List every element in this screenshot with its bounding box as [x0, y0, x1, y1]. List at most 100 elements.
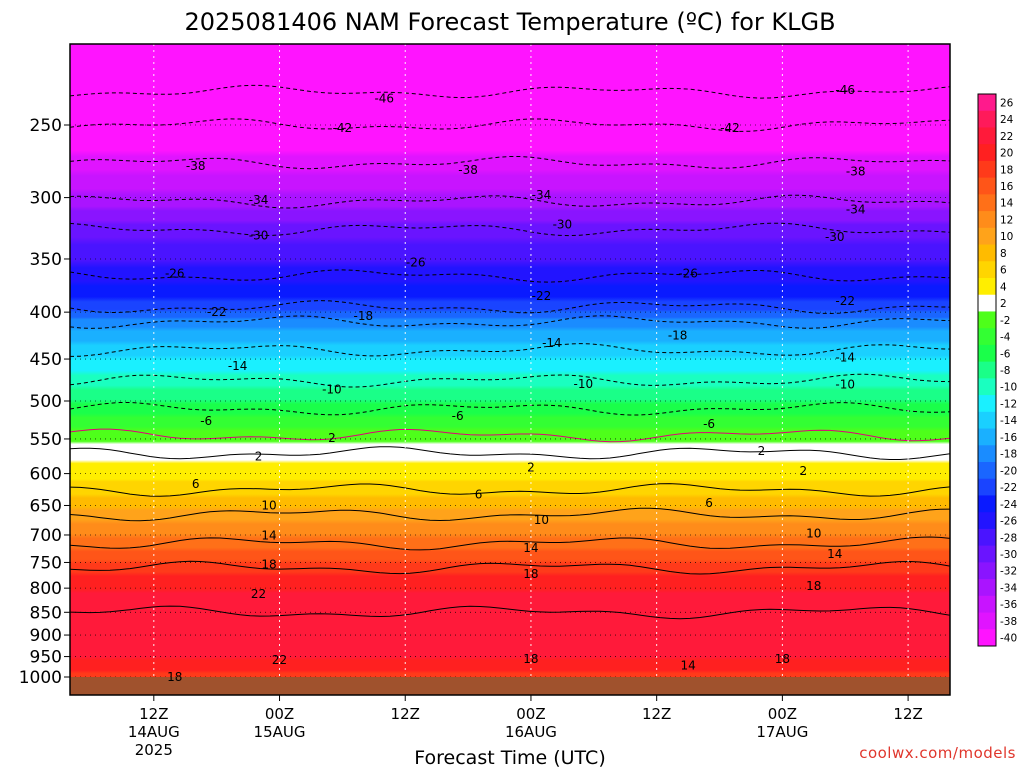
contour-14: [70, 536, 950, 551]
colorbar-label: -26: [1000, 516, 1017, 528]
colorbar-label: -30: [1000, 549, 1017, 561]
contour--38: [70, 156, 950, 170]
contour-label: -6: [200, 414, 212, 428]
colorbar-swatch: [978, 261, 996, 279]
colorbar-swatch: [978, 127, 996, 145]
contour-6: [70, 483, 950, 497]
contour-label: -30: [553, 218, 573, 232]
plot-area: -46-46-42 -42-38 -38 -38-34 -34-34-30-30-30-…: [70, 44, 950, 695]
colorbar-swatch: [978, 629, 996, 647]
colorbar-swatch: [978, 612, 996, 630]
colorbar-swatch: [978, 512, 996, 530]
colorbar-swatch: [978, 211, 996, 229]
colorbar-label: 12: [1000, 214, 1013, 226]
y-axis: 250 300 350 400 450 500 550 600 650 700 750 800 850 9…: [19, 116, 70, 688]
colorbar-swatch: [978, 395, 996, 413]
grid-lines: [70, 44, 950, 695]
contour-label: -26: [678, 266, 698, 280]
colorbar-label: 10: [1000, 231, 1013, 243]
contour-label: 22: [272, 653, 287, 667]
contour-22: [70, 605, 950, 620]
y-tick-label: 250: [30, 116, 62, 136]
colorbar-swatch: [978, 328, 996, 346]
contour-label: -22: [207, 305, 227, 319]
contour-label: 18: [523, 567, 538, 581]
colorbar-swatch: [978, 144, 996, 162]
colorbar-label: 2: [1000, 298, 1007, 310]
colorbar-label: 4: [1000, 281, 1007, 293]
colorbar-label: 20: [1000, 148, 1013, 160]
contour-labels: -46-46-42 -42-38 -38 -38-34 -34-34-30-30-30-…: [165, 83, 866, 684]
colorbar-label: -6: [1000, 348, 1011, 360]
contour-label: -30: [825, 230, 845, 244]
colorbar-swatch: [978, 177, 996, 195]
y-tick-label: 750: [30, 553, 62, 573]
colorbar-swatch: [978, 294, 996, 312]
contour-label: 18: [523, 652, 538, 666]
contour-label: 2: [800, 464, 808, 478]
x-tick-label: 2025: [135, 741, 173, 759]
plot-frame: [69, 43, 951, 696]
colorbar-label: -12: [1000, 398, 1017, 410]
colorbar-label: -16: [1000, 432, 1017, 444]
colorbar-swatch: [978, 344, 996, 363]
colorbar-label: 8: [1000, 248, 1007, 260]
contour-label: -46: [374, 92, 394, 106]
colorbar-label: -32: [1000, 566, 1017, 578]
colorbar-swatch: [978, 94, 996, 112]
colorbar-label: -40: [1000, 633, 1017, 645]
contour-label: -30: [249, 229, 269, 243]
contour-label: -6: [703, 417, 715, 431]
contour-label: -34: [249, 193, 269, 207]
contour-label: 2: [527, 461, 535, 475]
colorbar-label: -18: [1000, 449, 1017, 461]
contour-label: 10: [261, 498, 276, 512]
ground-layer: [70, 677, 950, 695]
contour-label: 18: [167, 670, 182, 684]
credit-text: coolwx.com/models: [859, 744, 1016, 762]
chart-title: 2025081406 NAM Forecast Temperature (ºC)…: [184, 8, 835, 36]
x-tick-label: 12Z: [391, 705, 420, 723]
colorbar-swatch: [978, 595, 996, 614]
y-tick-label: 550: [30, 430, 62, 450]
colorbar-label: -28: [1000, 532, 1017, 544]
colorbar-label: -10: [1000, 382, 1017, 394]
temperature-field: [70, 44, 950, 695]
colorbar-swatch: [978, 445, 996, 463]
colorbar-label: 24: [1000, 114, 1014, 126]
contour--2: [70, 428, 950, 443]
contour--26: [70, 269, 950, 283]
contour-label: -18: [354, 309, 374, 323]
colorbar-label: -14: [1000, 415, 1017, 427]
y-tick-label: 800: [30, 579, 62, 599]
colorbar-swatch: [978, 227, 996, 246]
contour-label: -10: [322, 383, 342, 397]
contour-label: -6: [452, 409, 464, 423]
colorbar-swatch: [978, 545, 996, 563]
x-tick-label: 15AUG: [254, 723, 306, 741]
contour-label: 2: [328, 431, 336, 445]
colorbar-label: -8: [1000, 365, 1010, 377]
y-tick-label: 950: [30, 648, 62, 668]
colorbar-label: -22: [1000, 482, 1017, 494]
contour--30: [70, 222, 950, 237]
contour-label: -34: [846, 202, 866, 216]
colorbar-label: -34: [1000, 582, 1017, 594]
y-tick-label: 650: [30, 496, 62, 516]
y-tick-label: 1000: [19, 668, 62, 688]
y-tick-label: 450: [30, 350, 62, 370]
x-tick-label: 12Z: [139, 705, 168, 723]
y-tick-label: 500: [30, 392, 62, 412]
x-tick-label: 12Z: [642, 705, 671, 723]
y-tick-label: 600: [30, 465, 62, 485]
y-tick-label: 900: [30, 626, 62, 646]
contour-label: -46: [835, 83, 855, 97]
contour-label: -38: [846, 165, 866, 179]
colorbar-swatch: [978, 361, 996, 379]
colorbar-label: -24: [1000, 499, 1017, 511]
colorbar-label: 6: [1000, 265, 1007, 277]
contour-label: -26: [165, 266, 185, 280]
colorbar-swatch: [978, 110, 996, 128]
colorbar-swatch: [978, 160, 996, 179]
